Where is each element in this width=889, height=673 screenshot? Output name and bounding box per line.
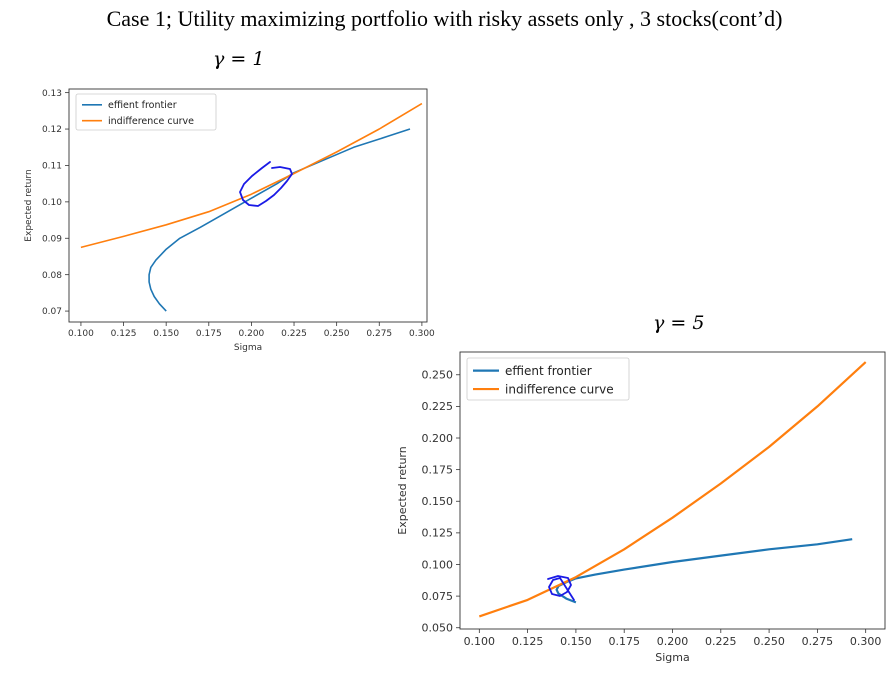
legend-entry: effient frontier [108,100,177,111]
y-tick-label: 0.11 [42,162,62,172]
x-tick-label: 0.100 [68,329,94,339]
y-tick-label: 0.125 [422,527,454,540]
y-tick-label: 0.200 [422,432,454,445]
x-tick-label: 0.300 [850,635,882,648]
x-tick-label: 0.200 [657,635,689,648]
legend-entry: indifference curve [505,382,614,396]
panel-label-gamma-1: γ = 1 [213,48,265,70]
legend-entry: effient frontier [505,364,592,378]
x-tick-label: 0.125 [111,329,137,339]
chart-2: 0.100 0.125 0.150 0.175 0.200 0.225 0.250 0.275… [396,351,886,664]
series-line-indifference-curve [478,361,867,618]
slide-title: Case 1; Utility maximizing portfolio wit… [106,6,783,31]
series-line-efficient-frontier [148,128,411,312]
hand-drawn-circle-annotation [547,575,575,601]
y-tick-label: 0.10 [42,198,62,208]
x-tick-label: 0.150 [560,635,592,648]
y-tick-label: 0.100 [422,558,454,571]
legend-entry: indifference curve [108,116,194,127]
legend-box [466,357,630,401]
x-axis-label: Sigma [655,651,689,664]
legend: effient frontier indifference curve [466,357,630,401]
legend-box [75,93,217,131]
series-line-indifference-curve [80,102,423,249]
legend: effient frontier indifference curve [75,93,217,131]
y-tick-label: 0.08 [42,271,62,281]
x-tick-label: 0.250 [753,635,785,648]
chart-1: 0.100 0.125 0.150 0.175 0.200 0.225 0.250 0.275… [24,88,435,353]
x-tick-label: 0.125 [512,635,544,648]
x-tick-label: 0.300 [409,329,435,339]
y-tick-label: 0.07 [42,307,62,317]
y-axis-label: Expected return [24,169,34,241]
x-tick-label: 0.225 [705,635,737,648]
y-tick-label: 0.13 [42,89,62,99]
x-tick-label: 0.275 [802,635,834,648]
x-axis-label: Sigma [234,343,262,353]
panel-label-gamma-5: γ = 5 [653,312,705,334]
x-tick-label: 0.275 [366,329,392,339]
x-tick-label: 0.100 [464,635,496,648]
y-tick-label: 0.175 [422,463,454,476]
y-axis-label: Expected return [396,446,409,534]
y-tick-label: 0.075 [422,590,454,603]
y-tick-label: 0.12 [42,125,62,135]
series-line-efficient-frontier [555,538,853,604]
x-tick-label: 0.225 [281,329,307,339]
y-tick-label: 0.225 [422,400,454,413]
x-tick-label: 0.200 [239,329,265,339]
x-tick-label: 0.250 [324,329,350,339]
y-tick-label: 0.150 [422,495,454,508]
x-tick-label: 0.175 [196,329,222,339]
y-tick-label: 0.050 [422,622,454,635]
x-tick-label: 0.175 [608,635,640,648]
hand-drawn-circle-annotation [239,161,293,207]
y-tick-label: 0.250 [422,369,454,382]
x-tick-label: 0.150 [153,329,179,339]
y-tick-label: 0.09 [42,234,62,244]
